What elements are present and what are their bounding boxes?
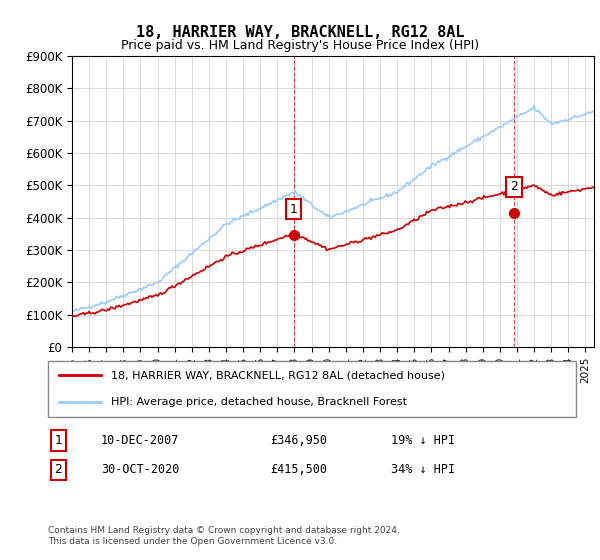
Text: £415,500: £415,500 [270,463,327,477]
Text: 1: 1 [290,203,298,216]
Text: 2: 2 [510,180,518,193]
Text: £346,950: £346,950 [270,434,327,447]
FancyBboxPatch shape [48,361,576,417]
Text: Price paid vs. HM Land Registry's House Price Index (HPI): Price paid vs. HM Land Registry's House … [121,39,479,52]
Text: 10-DEC-2007: 10-DEC-2007 [101,434,179,447]
Text: Contains HM Land Registry data © Crown copyright and database right 2024.
This d: Contains HM Land Registry data © Crown c… [48,526,400,546]
Text: 1: 1 [55,434,62,447]
Text: 18, HARRIER WAY, BRACKNELL, RG12 8AL: 18, HARRIER WAY, BRACKNELL, RG12 8AL [136,25,464,40]
Text: HPI: Average price, detached house, Bracknell Forest: HPI: Average price, detached house, Brac… [112,396,407,407]
Text: 2: 2 [55,463,62,477]
Text: 18, HARRIER WAY, BRACKNELL, RG12 8AL (detached house): 18, HARRIER WAY, BRACKNELL, RG12 8AL (de… [112,370,445,380]
Text: 30-OCT-2020: 30-OCT-2020 [101,463,179,477]
Text: 19% ↓ HPI: 19% ↓ HPI [391,434,455,447]
Text: 34% ↓ HPI: 34% ↓ HPI [391,463,455,477]
